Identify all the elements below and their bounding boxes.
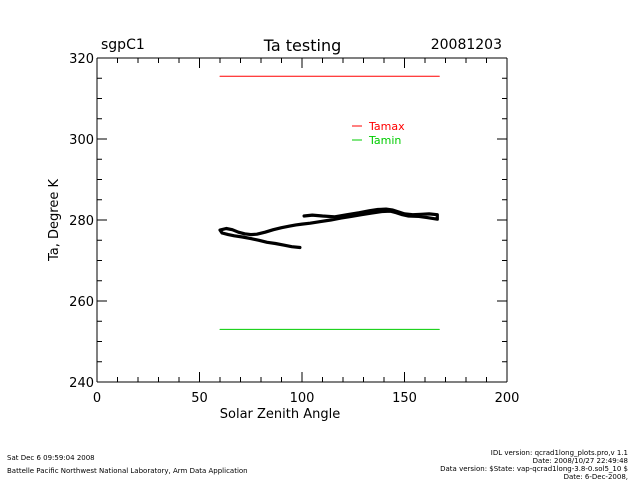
legend-label-tamin: Tamin (368, 134, 401, 147)
chart-title: Ta testing (263, 36, 342, 55)
x-tick-label: 50 (191, 391, 208, 406)
site-label: sgpC1 (101, 37, 145, 53)
x-axis-label: Solar Zenith Angle (220, 407, 340, 422)
y-tick-label: 240 (69, 376, 94, 391)
x-axis-tick-labels: 0 50 100 150 200 (93, 391, 520, 406)
y-axis-label: Ta, Degree K (47, 179, 62, 262)
lab-credit: Battelle Pacific Northwest National Labo… (7, 467, 248, 475)
plot-frame (96, 57, 508, 383)
run-timestamp: Sat Dec 6 09:59:04 2008 (7, 454, 95, 462)
data-version: Data version: $State: vap-qcrad1long-3.8… (440, 465, 628, 473)
legend: Tamax Tamin (352, 120, 405, 147)
y-tick-label: 280 (69, 214, 94, 229)
series-line-ta (218, 207, 439, 250)
y-axis-ticks (97, 57, 507, 383)
x-tick-label: 200 (495, 391, 520, 406)
y-tick-label: 260 (69, 295, 94, 310)
legend-label-tamax: Tamax (368, 120, 405, 133)
y-tick-label: 300 (69, 133, 94, 148)
x-tick-label: 100 (290, 391, 315, 406)
data-date: Date: 6-Dec-2008, (563, 473, 628, 481)
x-tick-label: 150 (392, 391, 417, 406)
x-axis-ticks (96, 58, 508, 382)
date-label: 20081203 (430, 37, 502, 53)
x-tick-label: 0 (93, 391, 101, 406)
file-date: Date: 2008/10/27 22:49:48 (532, 457, 628, 465)
series-layer (218, 75, 440, 330)
y-axis-tick-labels: 240 260 280 300 320 (69, 52, 94, 391)
idl-version: IDL version: qcrad1long_plots.pro,v 1.1 (490, 449, 628, 457)
y-tick-label: 320 (69, 52, 94, 67)
